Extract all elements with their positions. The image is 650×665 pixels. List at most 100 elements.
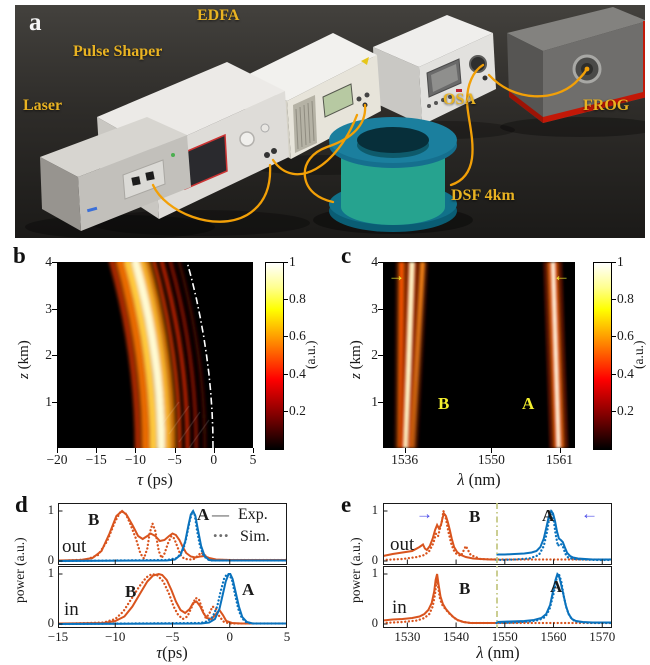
panel-b-ytick-mark [52,308,57,310]
colorbar-c-tick-label: 0.2 [617,402,634,418]
colorbar-c-tick-mark [611,336,616,338]
series-a-exp [496,509,611,561]
colorbar-b-tick-mark [283,262,288,263]
colorbar-b-tick-label: 0.4 [289,365,306,381]
equipment-label-pulse-shaper: Pulse Shaper [73,43,163,60]
colorbar-b-tick-label: 0.8 [289,291,306,307]
colorbar-b-tick-mark [283,373,288,375]
equipment-label-dsf: DSF 4km [451,187,515,204]
series-b-sim [384,506,611,562]
panel-c-xtick-label: 1550 [477,452,505,467]
legend-exp-label: Exp. [238,506,268,523]
panel-b-label: b [13,243,26,268]
panel-b-xtick-label: 0 [210,452,218,467]
panel-b-ytick-mark [52,262,57,263]
panel-e-ytick-label: 0 [371,553,378,567]
colorbar-c-unit: (a.u.) [631,340,646,370]
equipment-label-osa: OSA [443,91,476,108]
panel-e-xtick-label: 1530 [394,629,421,644]
panel-e-xtick-label: 1570 [589,629,616,644]
panel-b-xtick-mark [135,448,137,453]
row-label-out-d: out [62,536,87,557]
panel-a-label: a [29,9,42,36]
panel-e-xtick-label: 1550 [491,629,518,644]
panel-c-xtick-mark [491,448,493,453]
pulse-label-b-in-e: B [459,579,471,598]
plot-d-out [58,503,287,565]
panel-b-xtick-label: 5 [249,452,257,467]
panel-d-ytick-label: 1 [47,566,54,580]
series-a-sim [495,570,611,625]
panel-c-ytick-label: 2 [371,347,378,362]
panel-c-ytick-label: 4 [371,254,378,269]
series-a-exp [59,573,286,625]
panel-a: a Laser Pulse Shaper EDFA OSA FROG DSF 4… [15,5,645,238]
panel-e-xtick-label: 1540 [443,629,470,644]
panel-b-ytick-label: 2 [45,347,52,362]
colorbar-c-tick-mark [611,373,616,375]
colorbar-b-unit: (a.u.) [303,340,318,370]
panel-e-xtick-label: 1560 [540,629,567,644]
panel-e-ytick-label: 0 [371,616,378,630]
pulse-label-a-in-e: A [550,577,563,596]
panel-c-xtick-mark [559,448,561,453]
panel-b-xtick-mark [213,448,215,453]
equipment-label-edfa: EDFA [197,7,240,24]
colorbar-b-tick-mark [283,336,288,338]
panel-b-xtick-mark [96,448,98,453]
soliton-trajectory-overlay [186,262,214,448]
series-a-sim [59,508,286,563]
panel-b-xtick-mark [253,448,254,453]
panel-d-ytick-label: 1 [47,503,54,517]
row-label-in-e: in [392,597,407,618]
pulse-label-b-out-e: B [469,507,481,526]
heatmap-c-canvas [383,262,575,448]
panel-b-ytick-label: 4 [45,254,52,269]
colorbar-b-tick-mark [283,410,288,412]
panel-c-ytick-mark [378,262,383,263]
heatmap-b-canvas [57,262,253,448]
pulse-label-b-in-d: B [125,582,137,601]
colorbar-c [593,262,612,450]
panel-d-xtick-label: 0 [226,629,234,644]
panel-b-ytick-mark [52,355,57,356]
panel-d-ytick-label: 0 [47,616,54,630]
panel-b-xtick-mark [57,448,58,453]
colorbar-b-tick-label: 0.6 [289,328,306,344]
equipment-label-frog: FROG [583,97,630,114]
colorbar-c-tick-mark [611,299,616,301]
panel-c-xtick-label: 1536 [391,452,419,467]
series-a-sim [59,572,286,626]
panel-a-scene [15,5,645,238]
colorbar-b-tick-label: 0.2 [289,402,306,418]
panel-c-ytick-mark [378,308,383,310]
series-b-exp [59,572,286,625]
series-b-sim [384,578,611,625]
series-b-exp [384,573,497,624]
panel-b-ytick-label: 3 [45,300,52,316]
colorbar-c-tick-label: 0.6 [617,328,634,344]
panel-c-ytick-label: 3 [371,300,378,316]
row-label-in-d: in [64,599,79,620]
panel-e-ytick-label: 1 [371,566,378,580]
pulse-label-a-out-e: A [542,506,555,525]
colorbar-c-tick-label: 0.4 [617,365,634,381]
colorbar-b [265,262,284,450]
panel-c-xtick-label: 1561 [546,452,574,467]
panel-b-xlabel: τ (ps) [137,470,173,489]
arrow-right-icon: → [416,504,433,523]
pulse-label-b-out-d: B [88,510,100,529]
pulse-label-a-out-d: A [197,505,210,524]
colorbar-c-tick-mark [611,410,616,412]
series-a-sim [495,507,611,562]
panel-c-ytick-label: 1 [371,393,378,409]
panel-b-xtick-label: −20 [46,452,68,467]
plot-d-in [58,566,287,628]
panel-b-ytick-label: 1 [45,393,52,409]
osa-device [373,15,496,125]
panel-e-ytick-label: 1 [371,503,378,517]
panel-d-ylabel: power (a.u.) [12,537,27,603]
panel-c-xlabel: λ (nm) [457,470,501,489]
legend-sim-label: Sim. [240,528,270,545]
